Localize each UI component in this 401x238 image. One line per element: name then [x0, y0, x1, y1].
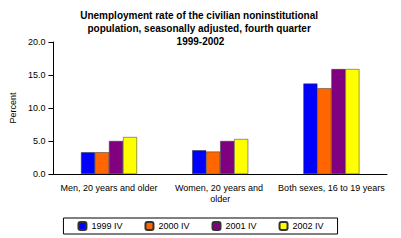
- svg-text:1999-2002: 1999-2002: [177, 36, 225, 47]
- svg-text:2002 IV: 2002 IV: [293, 221, 324, 231]
- svg-text:Both sexes, 16 to 19 years: Both sexes, 16 to 19 years: [278, 183, 385, 193]
- svg-text:Men, 20 years and older: Men, 20 years and older: [60, 183, 157, 193]
- svg-text:10.0: 10.0: [28, 103, 46, 113]
- svg-text:2001 IV: 2001 IV: [226, 221, 257, 231]
- svg-text:Women, 20 years and: Women, 20 years and: [175, 183, 265, 193]
- svg-text:2000 IV: 2000 IV: [158, 221, 189, 231]
- svg-text:15.0: 15.0: [28, 70, 46, 80]
- svg-text:Percent: Percent: [8, 92, 18, 124]
- svg-text:0.0: 0.0: [33, 169, 46, 179]
- svg-text:20.0: 20.0: [28, 37, 46, 47]
- svg-text:1999 IV: 1999 IV: [91, 221, 122, 231]
- svg-text:population, seasonally adjuste: population, seasonally adjusted, fourth …: [87, 23, 313, 34]
- svg-text:Unemployment rate of the civil: Unemployment rate of the civilian nonins…: [80, 10, 321, 21]
- svg-text:older: older: [210, 194, 230, 204]
- svg-text:5.0: 5.0: [33, 136, 46, 146]
